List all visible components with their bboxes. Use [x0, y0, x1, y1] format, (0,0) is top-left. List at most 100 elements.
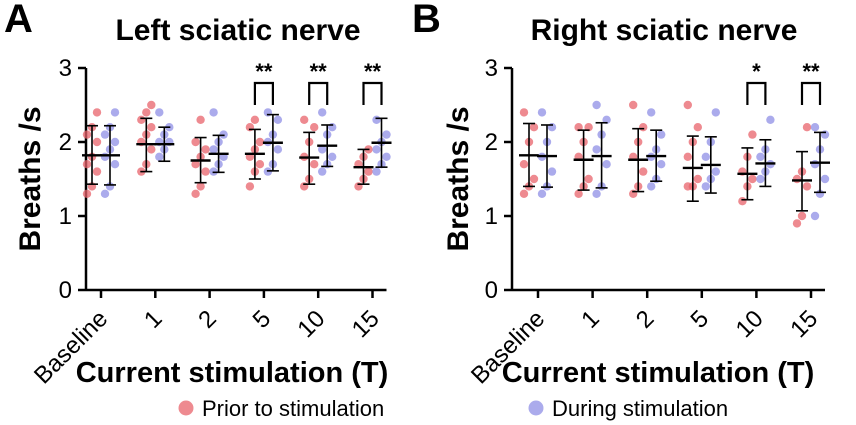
data-point — [792, 219, 802, 228]
data-point — [196, 182, 205, 191]
y-axis-label: Breaths /s — [14, 106, 47, 251]
x-tick-label: 1 — [576, 305, 605, 334]
significance-bracket — [800, 81, 822, 105]
data-point — [318, 167, 327, 176]
data-point — [748, 130, 757, 139]
x-tick-label: 5 — [248, 305, 277, 334]
data-point — [209, 108, 218, 117]
data-point — [519, 189, 529, 198]
data-point — [147, 145, 156, 154]
data-point — [711, 108, 720, 117]
data-point — [711, 167, 720, 176]
y-tick-label: 3 — [59, 55, 72, 82]
data-point — [797, 211, 807, 221]
data-point — [519, 160, 529, 169]
data-point — [196, 115, 205, 125]
data-point — [318, 145, 327, 154]
significance-label: ** — [255, 59, 273, 84]
series-prior — [519, 100, 812, 228]
x-tick-label: 10 — [292, 305, 330, 343]
data-point — [810, 123, 820, 132]
y-tick-label: 0 — [59, 277, 72, 304]
data-point — [147, 100, 156, 110]
data-point — [639, 167, 648, 176]
data-point — [92, 167, 102, 176]
data-point — [547, 167, 557, 176]
data-point — [155, 108, 164, 117]
data-point — [201, 167, 210, 176]
series-prior — [82, 100, 374, 198]
data-point — [802, 182, 812, 191]
significance-bracket — [746, 81, 767, 105]
data-point — [318, 108, 327, 117]
y-tick-label: 2 — [485, 129, 498, 156]
series-during — [100, 108, 392, 198]
data-point — [820, 174, 830, 184]
data-point — [738, 197, 747, 206]
data-point — [142, 108, 151, 117]
data-point — [529, 174, 539, 184]
y-tick-label: 3 — [485, 55, 498, 82]
significance-bracket — [308, 81, 329, 105]
data-point — [372, 115, 381, 125]
x-tick-label: 2 — [631, 305, 660, 334]
data-point — [602, 160, 611, 169]
panel-letter: B — [412, 0, 441, 41]
chart-title: Right sciatic nerve — [531, 14, 798, 47]
data-point — [647, 108, 656, 117]
y-tick-label: 1 — [59, 203, 72, 230]
x-tick-label: 10 — [731, 305, 769, 343]
data-point — [537, 108, 547, 117]
legend-label: During stimulation — [552, 396, 728, 421]
data-point — [519, 108, 529, 117]
data-point — [810, 211, 820, 221]
data-point — [701, 182, 710, 191]
data-point — [110, 108, 120, 117]
data-point — [693, 123, 702, 132]
data-point — [273, 115, 283, 125]
data-point — [683, 100, 692, 110]
data-point — [100, 189, 110, 198]
data-point — [592, 145, 601, 154]
data-point — [191, 137, 200, 147]
data-point — [100, 130, 110, 139]
x-axis-label: Current stimulation (T) — [76, 357, 389, 389]
data-point — [592, 189, 601, 198]
data-point — [756, 152, 765, 161]
data-point — [647, 182, 656, 191]
data-point — [82, 160, 92, 169]
data-point — [802, 123, 812, 132]
data-point — [529, 123, 539, 132]
data-point — [110, 160, 120, 169]
data-point — [250, 115, 260, 125]
data-point — [574, 189, 583, 198]
data-point — [82, 189, 92, 198]
data-point — [82, 130, 92, 139]
data-point — [629, 100, 638, 110]
significance-bracket — [362, 81, 383, 105]
data-point — [310, 123, 319, 132]
y-tick-label: 0 — [485, 277, 498, 304]
data-point — [683, 152, 692, 161]
series-during — [537, 100, 830, 221]
x-tick-label: 15 — [785, 305, 823, 343]
y-axis-label: Breaths /s — [442, 106, 475, 251]
significance-bracket — [253, 81, 274, 105]
data-point — [657, 130, 666, 139]
data-point — [382, 130, 391, 139]
data-point — [100, 152, 110, 161]
panel-letter: A — [4, 0, 33, 41]
data-point — [364, 167, 373, 176]
data-point — [657, 160, 666, 169]
x-tick-label: 15 — [347, 305, 385, 343]
data-point — [792, 174, 802, 184]
data-point — [584, 174, 593, 184]
data-point — [273, 145, 283, 154]
y-tick-label: 2 — [59, 129, 72, 156]
data-point — [201, 145, 210, 154]
data-point — [310, 160, 319, 169]
data-point — [155, 152, 164, 161]
significance-label: ** — [364, 59, 382, 84]
